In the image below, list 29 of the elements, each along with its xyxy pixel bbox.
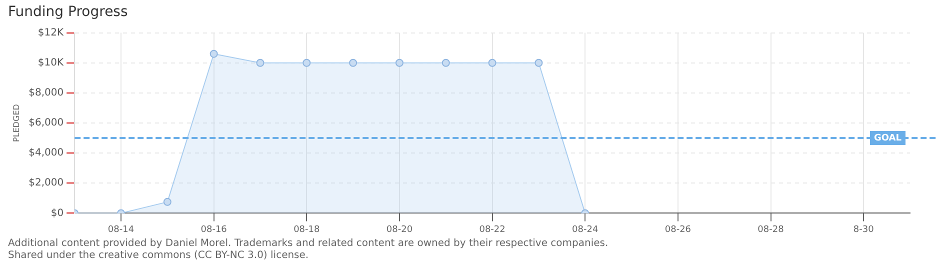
chart-title: Funding Progress xyxy=(8,4,128,20)
x-tick-label: 08-16 xyxy=(200,224,228,235)
ref-line-label: GOAL xyxy=(874,133,902,144)
point xyxy=(302,58,311,67)
x-tick-label: 8-30 xyxy=(853,224,874,235)
point xyxy=(256,58,264,67)
point xyxy=(395,58,404,67)
text: Shared under the creative commons (CC BY-NC 3.0) license. xyxy=(8,250,310,262)
y-axis-title: PLEDGED xyxy=(12,104,21,142)
y-tick-label: $0 xyxy=(50,208,64,219)
y-tick-label: $8,000 xyxy=(28,88,64,99)
point xyxy=(534,58,543,67)
y-tick-label: $4,000 xyxy=(28,148,64,159)
x-tick-label: 08-18 xyxy=(294,224,320,235)
y-tick-label: $12K xyxy=(38,27,64,38)
x-tick-label: 08-20 xyxy=(386,224,413,235)
y-tick-label: $10K xyxy=(38,57,64,68)
y-tick-label: $2,000 xyxy=(28,178,64,189)
x-tick-label: 08-22 xyxy=(479,224,506,235)
x-tick-label: 08-28 xyxy=(758,224,784,235)
y-tick-label: $6,000 xyxy=(28,118,64,129)
x-tick-label: 08-24 xyxy=(572,224,598,235)
point xyxy=(488,58,496,67)
point xyxy=(349,58,358,67)
x-tick-label: 08-26 xyxy=(664,224,692,235)
text: Additional content provided by Daniel Morel. Trademarks and related content are owned by their respective companies. xyxy=(8,238,610,250)
point xyxy=(442,58,450,67)
point xyxy=(210,50,218,58)
x-tick-label: 08-14 xyxy=(108,224,134,235)
